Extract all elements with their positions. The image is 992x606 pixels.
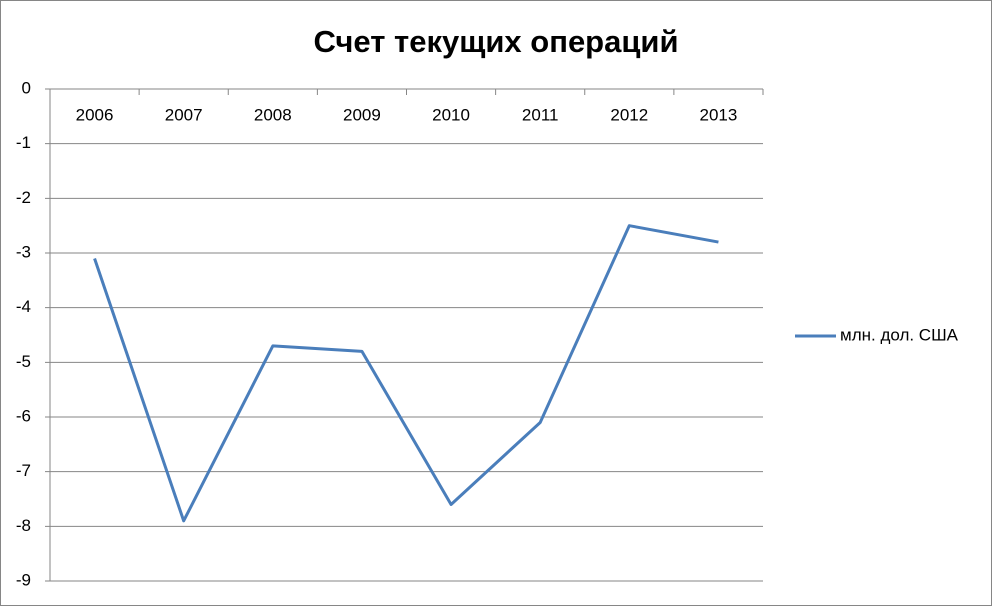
y-tick-label: -3 <box>16 242 31 261</box>
x-tick-label: 2013 <box>700 105 738 124</box>
y-tick-label: -5 <box>16 352 31 371</box>
y-tick-label: -6 <box>16 406 31 425</box>
y-tick-label: -7 <box>16 461 31 480</box>
y-tick-label: -4 <box>16 297 31 316</box>
y-tick-label: -9 <box>16 570 31 589</box>
chart-title: Счет текущих операций <box>313 24 678 59</box>
legend-label: млн. дол. США <box>840 325 959 344</box>
x-tick-label: 2012 <box>610 105 648 124</box>
x-tick-label: 2007 <box>165 105 203 124</box>
x-tick-label: 2008 <box>254 105 292 124</box>
y-tick-label: -1 <box>16 133 31 152</box>
data-line <box>93 224 719 523</box>
y-tick-label: 0 <box>22 78 31 97</box>
y-tick-label: -8 <box>16 516 31 535</box>
x-tick-label: 2010 <box>432 105 470 124</box>
x-tick-label: 2011 <box>522 105 559 124</box>
y-tick-label: -2 <box>16 188 31 207</box>
x-tick-label: 2009 <box>343 105 381 124</box>
x-tick-label: 2006 <box>76 105 114 124</box>
